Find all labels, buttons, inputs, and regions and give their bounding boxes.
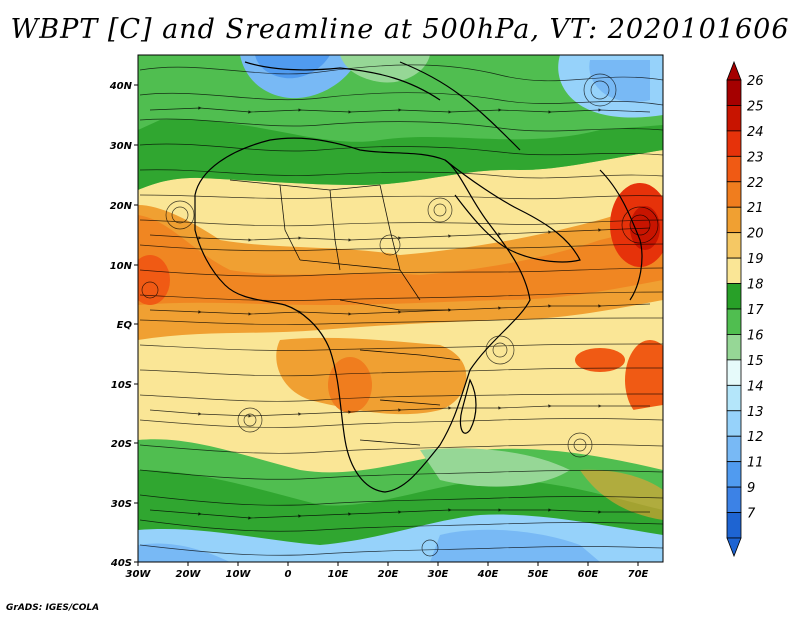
colorbar-label: 19	[747, 252, 764, 267]
lat-label: 30S	[111, 499, 132, 510]
lat-label: 10S	[111, 380, 132, 391]
lon-label: 10E	[328, 569, 349, 580]
lon-label: 50E	[528, 569, 549, 580]
lat-label: 40S	[110, 558, 132, 569]
wbpt-field	[138, 55, 663, 562]
colorbar-label: 20	[747, 227, 764, 242]
colorbar-label: 24	[747, 125, 764, 140]
colorbar-swatch	[726, 130, 742, 157]
lat-label: 10N	[110, 261, 133, 272]
colorbar-swatch	[726, 410, 742, 437]
colorbar-swatch	[726, 512, 742, 539]
lat-label: 20S	[111, 439, 132, 450]
colorbar-label: 12	[747, 430, 764, 445]
colorbar-swatch	[726, 155, 742, 183]
lon-label: 10W	[226, 569, 252, 580]
colorbar-label: 14	[747, 379, 764, 394]
colorbar-bottom-arrow	[726, 537, 742, 558]
colorbar-label: 11	[747, 456, 764, 471]
lon-label: 60E	[578, 569, 599, 580]
chart-title: WBPT [C] and Sreamline at 500hPa, VT: 20…	[10, 14, 790, 45]
colorbar-top-arrow	[726, 60, 742, 81]
colorbar-swatch	[726, 283, 742, 310]
colorbar-label: 7	[747, 507, 756, 522]
colorbar-swatch	[726, 435, 742, 463]
colorbar-swatch	[726, 384, 742, 412]
lon-label: 70E	[628, 569, 649, 580]
colorbar-swatch	[726, 257, 742, 284]
colorbar-label: 17	[747, 303, 764, 318]
colorbar-swatch	[726, 181, 742, 208]
colorbar-swatch	[726, 359, 742, 386]
lat-label: 20N	[110, 201, 133, 212]
colorbar-label: 25	[747, 99, 764, 114]
lon-label: 30E	[428, 569, 449, 580]
colorbar-swatch	[726, 232, 742, 259]
lon-label: 20W	[176, 569, 202, 580]
colorbar-label: 15	[747, 354, 764, 369]
colorbar-label: 21	[747, 201, 764, 216]
lon-label: 0	[285, 569, 292, 580]
coastlines	[194, 61, 643, 493]
lat-label: EQ	[117, 320, 133, 331]
colorbar-label: 16	[747, 328, 764, 343]
colorbar-swatch	[726, 461, 742, 488]
borders	[229, 179, 461, 446]
colorbar-swatch	[726, 486, 742, 513]
map-frame	[137, 54, 664, 563]
lon-label: 30W	[126, 569, 152, 580]
colorbar-swatch	[726, 105, 742, 132]
colorbar: 26 25 24 23 22 21 20 19 18 17 16 15 14 13 12 11 9 7	[726, 60, 764, 558]
lon-label: 20E	[378, 569, 399, 580]
colorbar-swatch	[726, 79, 742, 106]
colorbar-label: 13	[747, 405, 764, 420]
lat-label: 40N	[109, 81, 133, 92]
colorbar-label: 23	[747, 150, 764, 165]
colorbar-label: 9	[747, 481, 755, 496]
colorbar-swatch	[726, 308, 742, 335]
colorbar-swatch	[726, 334, 742, 361]
colorbar-label: 18	[747, 278, 764, 293]
credit-text: GrADS: IGES/COLA	[6, 603, 100, 613]
colorbar-swatch	[726, 206, 742, 234]
lon-label: 40E	[477, 569, 499, 580]
colorbar-label: 22	[747, 176, 764, 191]
lat-label: 30N	[110, 141, 133, 152]
colorbar-label: 26	[747, 74, 764, 89]
